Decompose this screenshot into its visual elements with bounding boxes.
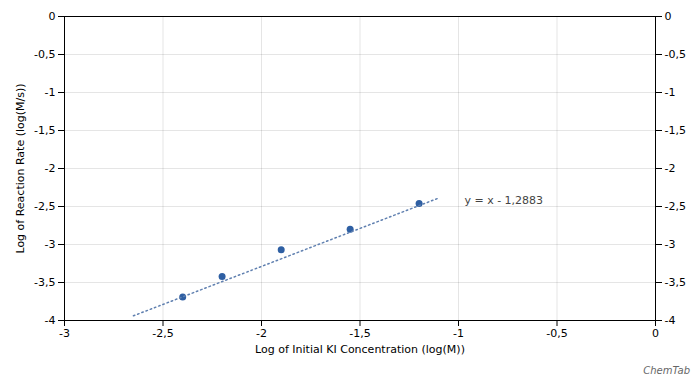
svg-text:-1,5: -1,5 (349, 327, 370, 340)
svg-text:-1,5: -1,5 (34, 124, 55, 137)
svg-text:-1,5: -1,5 (665, 124, 686, 137)
svg-text:-2,5: -2,5 (152, 327, 173, 340)
svg-text:-1: -1 (665, 86, 676, 99)
svg-text:-4: -4 (45, 314, 56, 327)
svg-text:-3: -3 (665, 238, 676, 251)
svg-text:-2: -2 (256, 327, 267, 340)
svg-text:-3,5: -3,5 (34, 276, 55, 289)
svg-text:0: 0 (652, 327, 659, 340)
html-text:ChemTab: ChemTab (643, 365, 690, 376)
svg-text:-4: -4 (665, 314, 676, 327)
svg-text:-2: -2 (665, 162, 676, 175)
svg-text:Log of Reaction Rate (log(M/s): Log of Reaction Rate (log(M/s)) (14, 83, 27, 253)
svg-text:-2,5: -2,5 (665, 200, 686, 213)
svg-text:-2: -2 (45, 162, 56, 175)
svg-text:-3,5: -3,5 (665, 276, 686, 289)
svg-text:-3: -3 (45, 238, 56, 251)
svg-text:-0,5: -0,5 (665, 48, 686, 61)
svg-text:-1: -1 (453, 327, 464, 340)
svg-text:-0,5: -0,5 (34, 48, 55, 61)
svg-text:Log of Initial KI Concentratio: Log of Initial KI Concentration (log(M)) (255, 343, 465, 356)
svg-text:0: 0 (665, 10, 672, 23)
svg-text:-2,5: -2,5 (34, 200, 55, 213)
svg-text:y = x - 1,2883: y = x - 1,2883 (464, 194, 543, 207)
svg-text:-1: -1 (45, 86, 56, 99)
svg-text:-3: -3 (59, 327, 70, 340)
svg-text:-0,5: -0,5 (546, 327, 567, 340)
svg-text:0: 0 (49, 10, 56, 23)
